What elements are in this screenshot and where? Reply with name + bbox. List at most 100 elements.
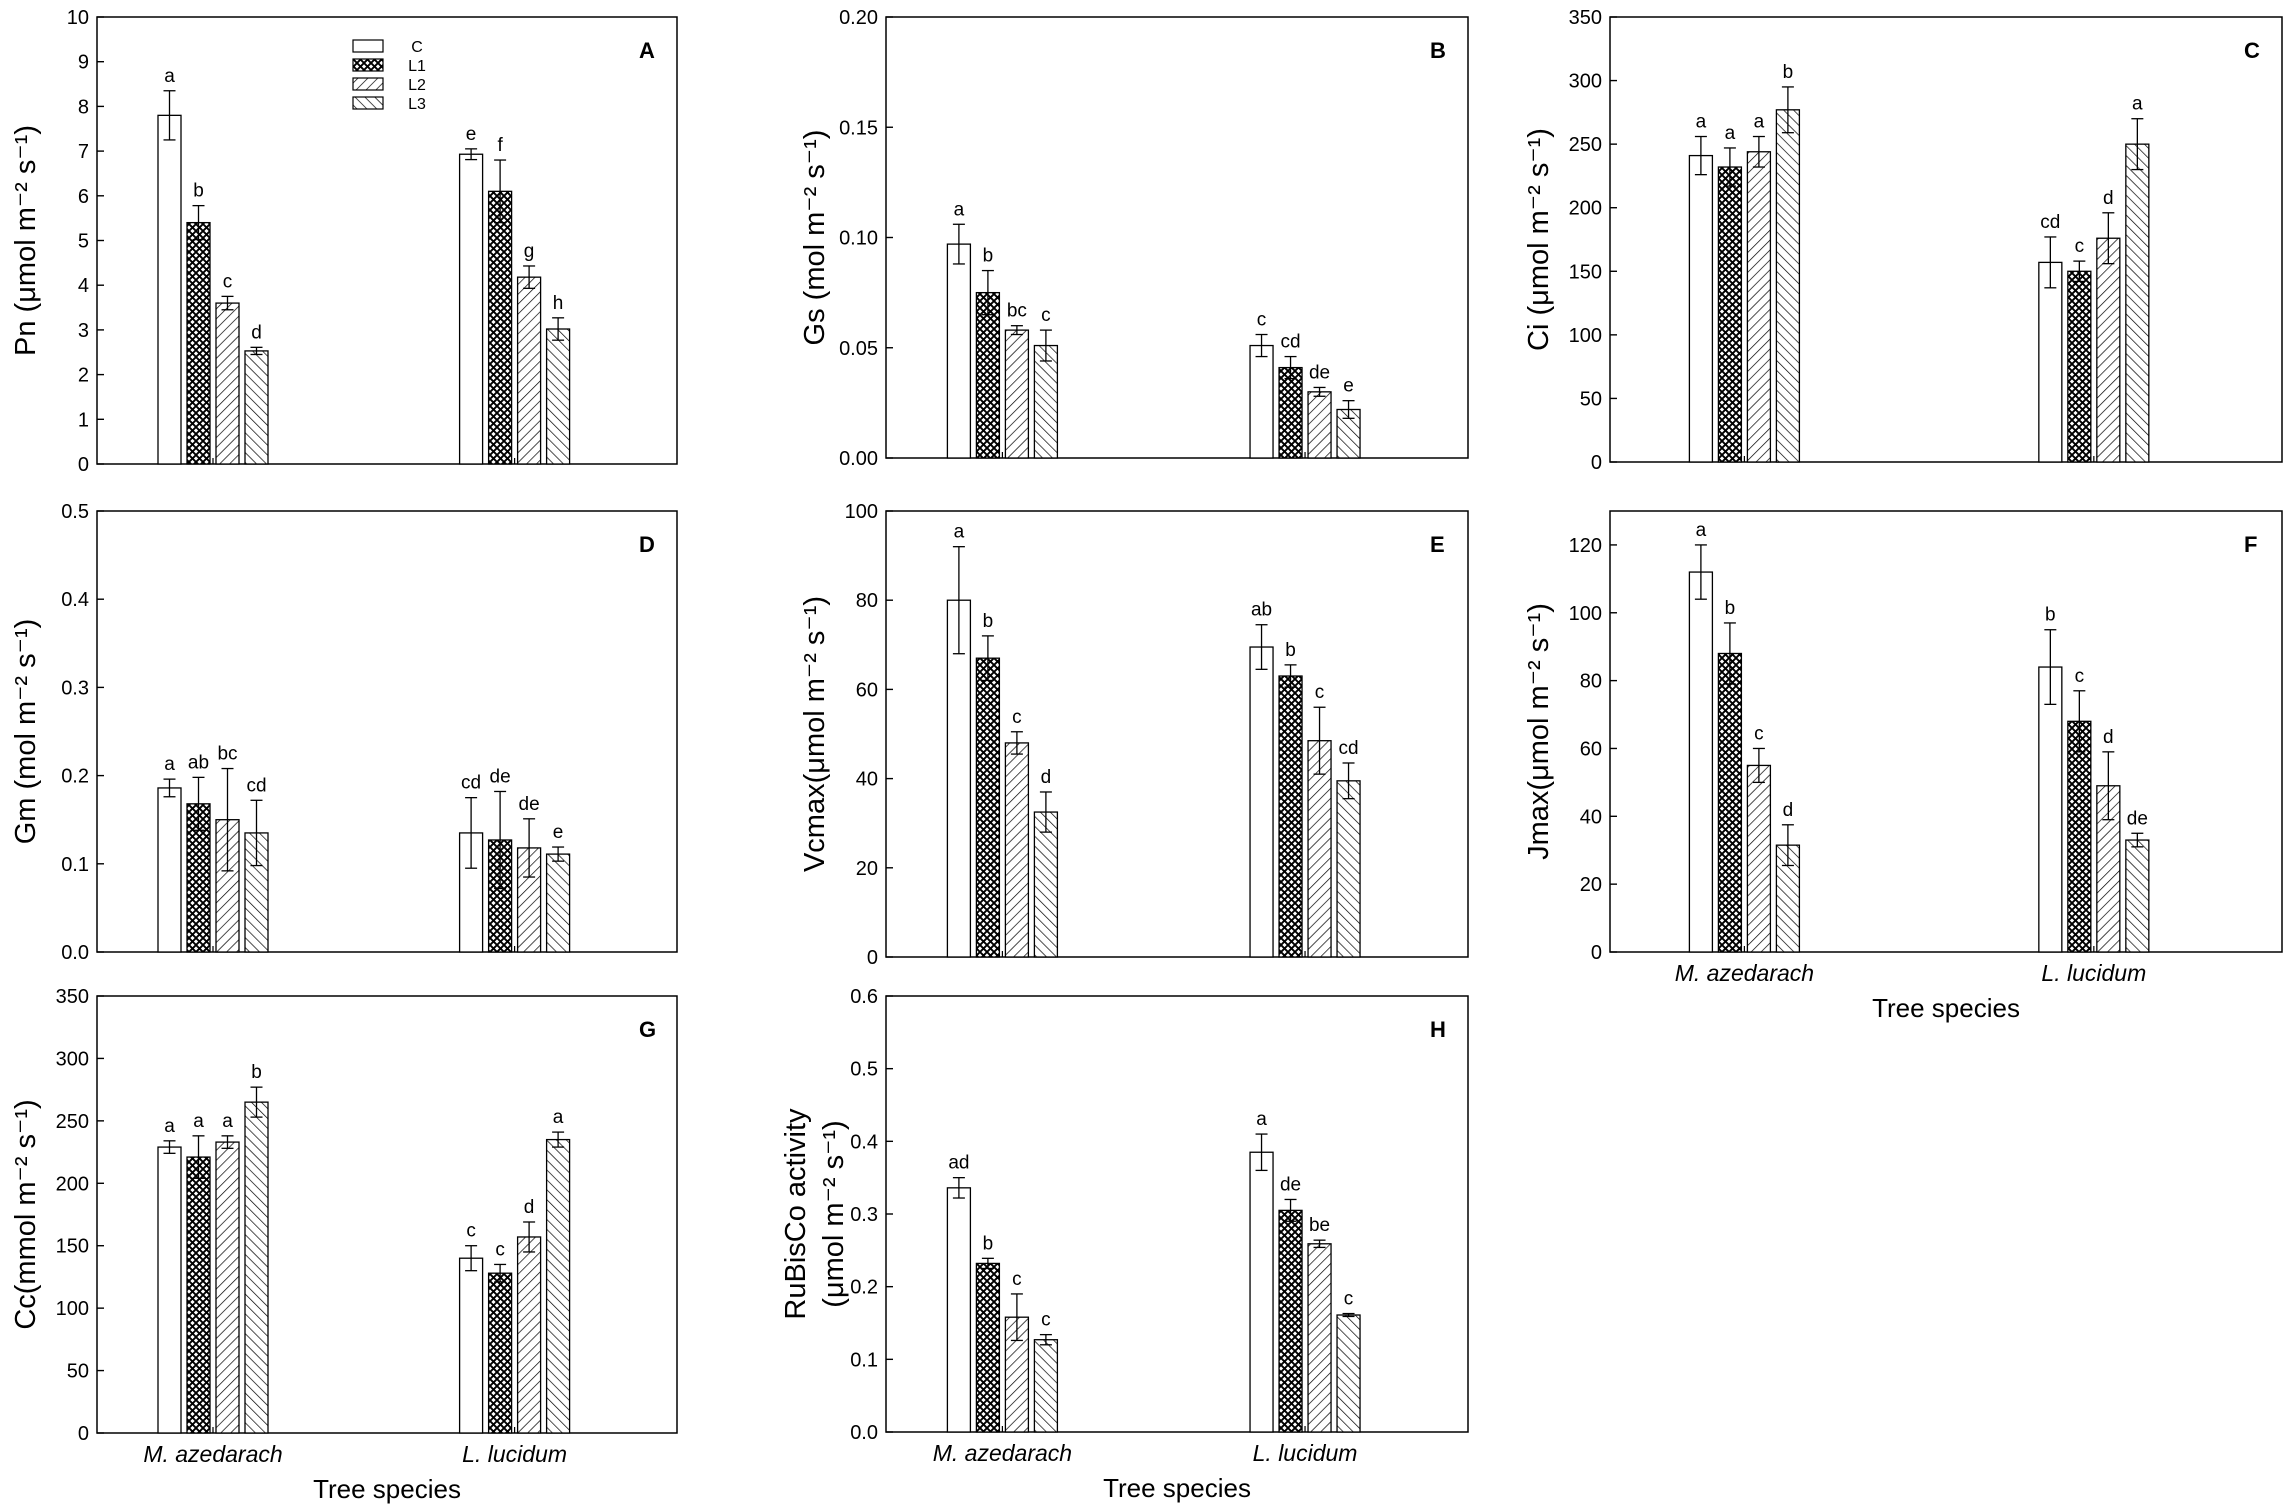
y-tick-label: 80 (856, 590, 878, 612)
significance-letter: c (1041, 305, 1051, 326)
significance-letter: de (490, 766, 511, 787)
y-tick-label: 0.20 (839, 7, 878, 29)
significance-letter: c (1344, 1289, 1354, 1310)
legend-swatch-l2 (352, 77, 384, 91)
significance-letter: b (983, 246, 994, 267)
y-axis-label: Gm (mol m⁻² s⁻¹) (10, 619, 42, 845)
y-tick-label: 250 (56, 1111, 89, 1133)
legend: C L1 L2 L3 (352, 39, 426, 113)
panel-letter: H (1430, 1017, 1446, 1042)
plot-frame (1609, 16, 2283, 463)
y-tick-label: 5 (78, 231, 89, 253)
y-tick-label: 300 (56, 1048, 89, 1070)
y-tick-label: 60 (856, 679, 878, 701)
y-axis-label: Pn (μmol m⁻² s⁻¹) (10, 125, 42, 356)
bar-l2-l-lucidum (1307, 1243, 1332, 1433)
y-tick-label: 0.00 (839, 448, 878, 470)
panel-b: 0.00 0.05 0.10 0.15 0.20 Gs (mol m⁻² s⁻¹) Ba b b… (799, 7, 1469, 470)
significance-letter: a (1696, 520, 1707, 541)
y-tick-label: 80 (1580, 671, 1602, 693)
y-tick-label: 100 (1569, 325, 1602, 347)
y-tick-label: 6 (78, 186, 89, 208)
y-tick-label: 200 (1569, 198, 1602, 220)
y-tick-label: 0 (1591, 942, 1602, 964)
significance-letter: d (1783, 800, 1794, 821)
bar-l1-l-lucidum (1278, 1209, 1303, 1433)
bar-l2-l-lucidum (2096, 237, 2121, 463)
y-axis-label: Jmax(μmol m⁻² s⁻¹) (1523, 603, 1555, 860)
bar-c-l-lucidum (1249, 646, 1274, 958)
y-tick-label: 0 (1591, 452, 1602, 474)
bar-l3-m-azedarach (244, 350, 269, 465)
y-tick-label: 0.5 (61, 501, 89, 523)
y-tick-label: 100 (56, 1298, 89, 1320)
bar-l2-m-azedarach (1746, 764, 1772, 953)
bar-c-m-azedarach (1688, 154, 1714, 463)
x-axis-label: Tree species (1103, 1473, 1251, 1503)
bar-c-m-azedarach (1688, 571, 1714, 953)
bar-l1-l-lucidum (2067, 720, 2092, 953)
significance-letter: c (1754, 723, 1764, 744)
significance-letter: bc (1007, 301, 1027, 322)
plot-frame (96, 16, 678, 465)
y-tick-label: 0.4 (850, 1131, 878, 1153)
y-tick-label: 0.2 (850, 1277, 878, 1299)
significance-letter: de (519, 794, 540, 815)
y-tick-label: 200 (56, 1173, 89, 1195)
significance-letter: c (466, 1221, 476, 1242)
y-axis-label: Vcmax(μmol m⁻² s⁻¹) (799, 596, 831, 872)
legend-swatch-l3 (352, 96, 384, 110)
y-tick-label: 300 (1569, 71, 1602, 93)
panel-letter: D (639, 532, 655, 557)
x-tick-label: L. lucidum (462, 1441, 567, 1467)
legend-label: C (411, 39, 423, 56)
significance-letter: c (1012, 1269, 1022, 1290)
panel-c: 0 50 100 150 200 250 300 350 Ci (μmol m⁻² s⁻¹) Ca… (1523, 7, 2283, 474)
significance-letter: d (524, 1197, 535, 1218)
bar-l3-m-azedarach (1775, 109, 1801, 463)
panel-letter: F (2244, 532, 2257, 557)
significance-letter: c (223, 271, 233, 292)
y-tick-label: 50 (1580, 388, 1602, 410)
y-tick-label: 0.15 (839, 117, 878, 139)
bar-l3-l-lucidum (545, 328, 571, 465)
bar-l2-m-azedarach (1004, 329, 1030, 459)
y-axis-label: (μmol m⁻² s⁻¹) (818, 1120, 850, 1307)
bar-l2-m-azedarach (215, 1141, 240, 1434)
panel-letter: E (1430, 532, 1445, 557)
y-tick-label: 120 (1569, 535, 1602, 557)
significance-letter: bc (217, 744, 237, 765)
significance-letter: b (983, 611, 994, 632)
significance-letter: b (1783, 62, 1794, 83)
y-tick-label: 1 (78, 409, 89, 431)
significance-letter: a (164, 754, 175, 775)
significance-letter: a (2132, 94, 2143, 115)
y-tick-label: 350 (56, 986, 89, 1008)
significance-letter: cd (1339, 738, 1359, 759)
bar-c-l-lucidum (1249, 1151, 1274, 1433)
x-tick-label: M. azedarach (1675, 960, 1814, 986)
bar-c-m-azedarach (946, 1187, 972, 1433)
y-tick-label: 0.1 (850, 1349, 878, 1371)
bar-l2-m-azedarach (1004, 742, 1030, 958)
y-tick-label: 60 (1580, 738, 1602, 760)
y-tick-label: 0 (78, 1423, 89, 1445)
y-tick-label: 0 (78, 454, 89, 476)
significance-letter: d (2103, 188, 2114, 209)
bar-l2-l-lucidum (516, 1236, 542, 1434)
significance-letter: b (2045, 605, 2056, 626)
y-tick-label: 50 (67, 1361, 89, 1383)
legend-label: L2 (408, 77, 426, 94)
bar-l1-m-azedarach (186, 221, 211, 465)
bar-c-m-azedarach (157, 1146, 182, 1434)
y-tick-label: 350 (1569, 7, 1602, 29)
significance-letter: g (524, 241, 535, 262)
plot-frame (885, 995, 1469, 1433)
significance-letter: cd (1281, 332, 1301, 353)
significance-letter: c (2075, 666, 2085, 687)
